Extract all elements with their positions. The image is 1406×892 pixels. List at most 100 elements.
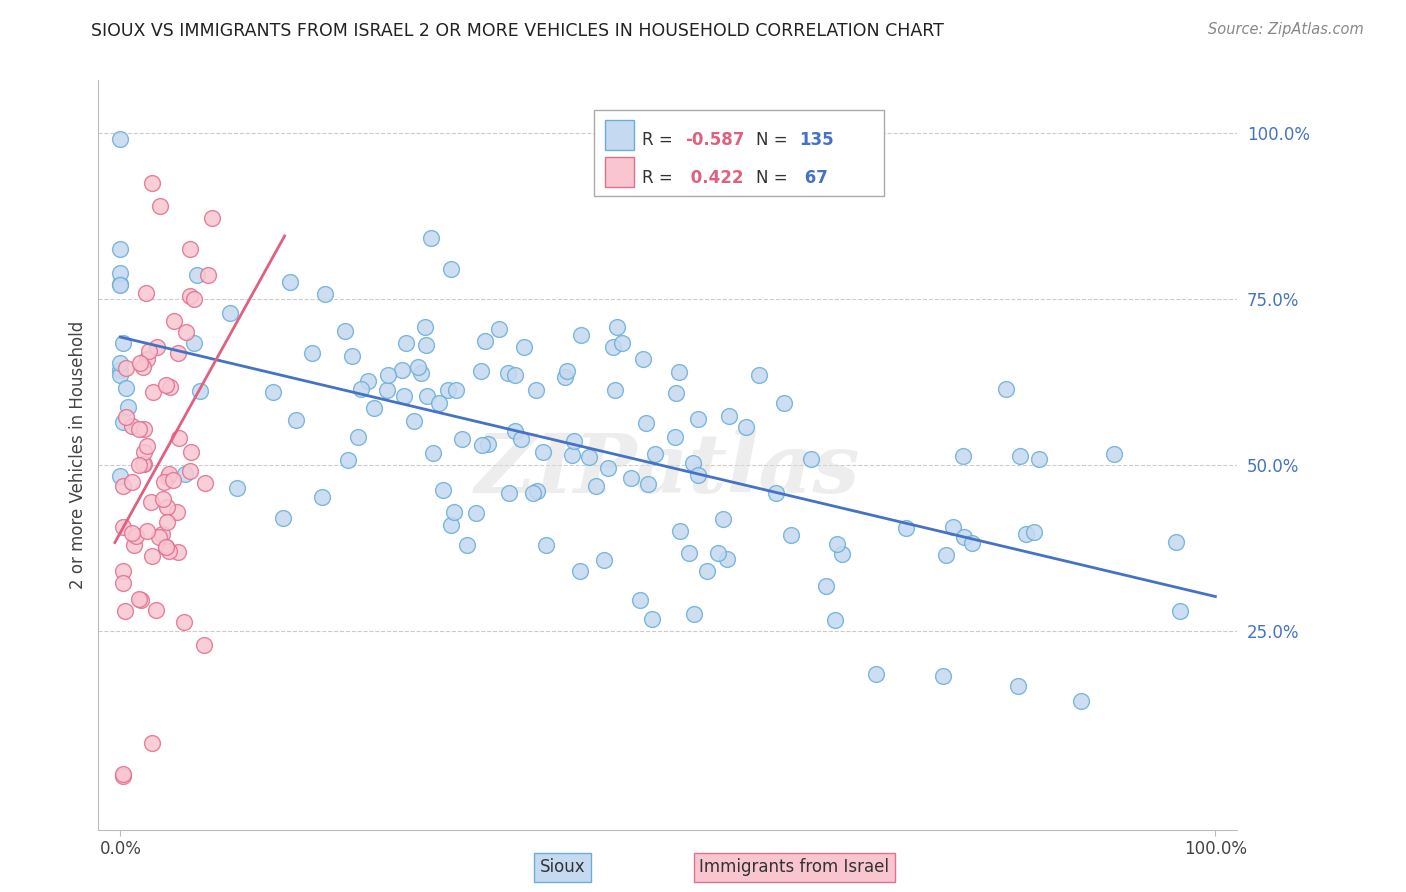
Point xyxy=(117,401,139,415)
Point xyxy=(444,383,467,397)
Point xyxy=(340,349,363,363)
Point xyxy=(347,430,370,444)
Point xyxy=(110,468,132,483)
Text: 67: 67 xyxy=(799,169,828,186)
Point xyxy=(110,266,132,280)
Point xyxy=(111,766,134,780)
Y-axis label: 2 or more Vehicles in Household: 2 or more Vehicles in Household xyxy=(69,321,87,589)
Point xyxy=(156,500,179,515)
Point xyxy=(585,479,607,493)
Point xyxy=(163,313,186,327)
Point xyxy=(121,526,143,541)
Point xyxy=(634,416,657,430)
Point xyxy=(800,451,823,466)
Point xyxy=(678,546,700,560)
Point xyxy=(263,385,285,400)
Point xyxy=(631,351,654,366)
Point xyxy=(780,528,803,542)
Point xyxy=(512,340,534,354)
Point xyxy=(148,530,170,544)
Point xyxy=(357,374,380,388)
Point xyxy=(824,613,846,627)
Point xyxy=(110,277,132,291)
Point xyxy=(150,526,173,541)
Point xyxy=(664,430,686,444)
Point xyxy=(111,519,134,533)
Point xyxy=(186,268,208,283)
Point xyxy=(134,422,156,436)
Point xyxy=(179,289,201,303)
Point xyxy=(173,615,195,629)
Point xyxy=(122,538,145,552)
Point xyxy=(1070,694,1092,708)
Point xyxy=(162,473,184,487)
Point xyxy=(377,368,399,382)
Point xyxy=(111,564,134,578)
Point xyxy=(432,483,454,497)
Point xyxy=(995,382,1018,396)
Point xyxy=(554,370,576,384)
Point xyxy=(707,546,730,560)
Point xyxy=(865,667,887,681)
FancyBboxPatch shape xyxy=(605,158,634,187)
Point xyxy=(522,485,544,500)
Point xyxy=(128,591,150,606)
Point xyxy=(593,553,616,567)
Point xyxy=(440,518,463,533)
Point xyxy=(641,612,664,626)
Point xyxy=(470,363,492,377)
Point xyxy=(602,339,624,353)
Point xyxy=(765,486,787,500)
Point xyxy=(110,132,132,146)
Point xyxy=(668,365,690,379)
Point xyxy=(110,242,132,256)
Point xyxy=(183,292,205,306)
Point xyxy=(110,356,132,370)
Point xyxy=(114,604,136,618)
Point xyxy=(498,486,520,500)
Point xyxy=(718,409,741,423)
Point xyxy=(115,409,138,424)
Point xyxy=(350,382,373,396)
Point xyxy=(110,368,132,382)
Text: Sioux: Sioux xyxy=(540,858,585,876)
Point xyxy=(825,537,848,551)
Point xyxy=(422,446,444,460)
Text: 0.422: 0.422 xyxy=(685,169,744,186)
Point xyxy=(716,551,738,566)
Point xyxy=(121,418,143,433)
Point xyxy=(139,494,162,508)
Point xyxy=(569,328,592,343)
Point xyxy=(193,638,215,652)
Point xyxy=(503,368,526,382)
Point xyxy=(179,242,201,256)
Point xyxy=(509,432,531,446)
Point xyxy=(167,431,190,445)
Point xyxy=(603,384,626,398)
Text: N =: N = xyxy=(755,169,793,186)
Point xyxy=(145,340,167,354)
Point xyxy=(131,360,153,375)
Point xyxy=(503,424,526,438)
Point xyxy=(112,769,135,783)
Point xyxy=(135,351,157,366)
Point xyxy=(637,477,659,491)
Point xyxy=(477,437,499,451)
Point xyxy=(132,457,155,471)
Point xyxy=(111,576,134,591)
Point xyxy=(628,593,651,607)
Text: Source: ZipAtlas.com: Source: ZipAtlas.com xyxy=(1208,22,1364,37)
Point xyxy=(734,419,756,434)
Point xyxy=(931,669,953,683)
Point xyxy=(153,475,176,489)
Point xyxy=(145,603,167,617)
Point xyxy=(157,544,180,558)
Point xyxy=(115,360,138,375)
Point xyxy=(831,547,853,561)
FancyBboxPatch shape xyxy=(593,111,884,196)
Point xyxy=(1014,526,1036,541)
Text: -0.587: -0.587 xyxy=(685,131,744,149)
Point xyxy=(534,538,557,552)
Point xyxy=(155,378,177,392)
Point xyxy=(773,396,796,410)
